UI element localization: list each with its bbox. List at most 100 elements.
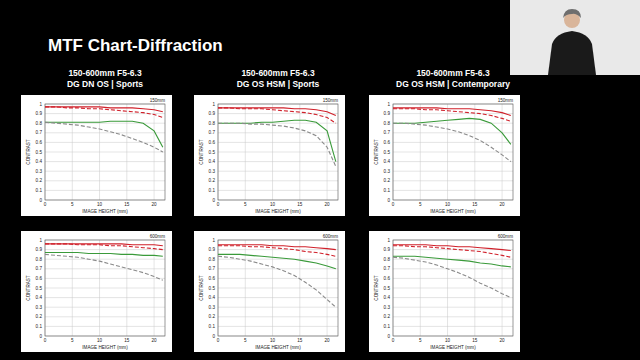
y-tick-label: 0.2 [36, 314, 43, 319]
y-tick-label: 0 [387, 334, 390, 339]
lens-name: 150-600mm F5-6.3 [68, 68, 142, 78]
grid-line [393, 316, 513, 317]
grid-line [393, 142, 513, 143]
grid-line [45, 259, 165, 260]
grid-line [218, 171, 338, 172]
y-tick-label: 0.9 [384, 111, 391, 116]
series-group [218, 245, 336, 307]
y-tick-label: 0.3 [36, 169, 43, 174]
y-tick-label: 0.4 [36, 295, 43, 300]
y-tick-label: 0.3 [384, 169, 391, 174]
grid-line [393, 152, 513, 153]
grid-line [218, 326, 338, 327]
y-axis-label: CONTRAST [374, 139, 379, 164]
y-tick-label: 0.6 [209, 276, 216, 281]
x-tick-label: 20 [500, 338, 506, 343]
x-tick-label: 10 [97, 338, 103, 343]
y-tick-label: 0.2 [36, 178, 43, 183]
grid-line [327, 104, 328, 200]
plot-frame [45, 240, 165, 336]
mtf-line [45, 244, 163, 246]
grid-line [393, 268, 513, 269]
grid-line [45, 297, 165, 298]
grid-line [272, 240, 273, 336]
grid-line [45, 307, 165, 308]
grid-line [299, 240, 300, 336]
grid-line [45, 278, 165, 279]
grid-line [154, 240, 155, 336]
y-tick-label: 0.6 [36, 140, 43, 145]
grid-line [393, 307, 513, 308]
grid-line [393, 288, 513, 289]
grid-line [420, 240, 421, 336]
chart-panel [21, 231, 172, 352]
plot-frame [218, 240, 338, 336]
grid-line [218, 152, 338, 153]
focal-length-label: 150mm [323, 98, 338, 103]
x-tick-label: 0 [392, 202, 395, 207]
lens-name: 150-600mm F5-6.3 [416, 68, 490, 78]
y-tick-label: 0.8 [209, 121, 216, 126]
mtf-line [393, 123, 511, 161]
y-tick-label: 0.2 [384, 178, 391, 183]
mtf-line [393, 257, 511, 297]
grid-line [45, 190, 165, 191]
x-tick-label: 15 [124, 202, 130, 207]
grid-line [154, 104, 155, 200]
y-tick-label: 0.9 [209, 247, 216, 252]
focal-length-label: 600mm [323, 234, 338, 239]
mtf-chart: 00.10.20.30.40.50.60.70.80.9105101520IMA… [194, 95, 345, 216]
x-tick-label: 20 [325, 338, 331, 343]
grid-line [393, 278, 513, 279]
slide: MTF Chart-Diffraction00.10.20.30.40.50.6… [0, 0, 640, 360]
y-tick-label: 0.4 [209, 159, 216, 164]
mtf-line [45, 107, 163, 112]
series-group [218, 108, 336, 167]
y-tick-label: 0.3 [384, 305, 391, 310]
mtf-line [45, 244, 163, 250]
grid-line [272, 104, 273, 200]
y-tick-label: 0.3 [209, 305, 216, 310]
x-tick-label: 20 [152, 338, 158, 343]
mtf-line [393, 108, 511, 116]
chart-panel [194, 95, 345, 216]
y-tick-label: 0.4 [36, 159, 43, 164]
grid-line [474, 240, 475, 336]
chart-panel [194, 231, 345, 352]
x-tick-label: 5 [71, 202, 74, 207]
grid-line [393, 171, 513, 172]
grid-line [393, 297, 513, 298]
mtf-line [218, 123, 336, 166]
grid-line [393, 161, 513, 162]
y-axis-label: CONTRAST [199, 139, 204, 164]
y-tick-label: 0.5 [384, 150, 391, 155]
video-frame [510, 0, 640, 75]
x-tick-label: 15 [297, 202, 303, 207]
grid-line [218, 190, 338, 191]
x-tick-label: 10 [97, 202, 103, 207]
grid-line [45, 326, 165, 327]
grid-line [447, 104, 448, 200]
y-tick-label: 0.4 [384, 295, 391, 300]
y-tick-label: 0.5 [384, 286, 391, 291]
plot-frame [393, 104, 513, 200]
y-tick-label: 0.2 [209, 314, 216, 319]
y-tick-label: 0.9 [384, 247, 391, 252]
y-axis-label: CONTRAST [374, 275, 379, 300]
grid-line [218, 297, 338, 298]
mtf-chart: 00.10.20.30.40.50.60.70.80.9105101520IMA… [21, 95, 172, 216]
mtf-line [218, 108, 336, 123]
y-tick-label: 0.5 [36, 150, 43, 155]
x-tick-label: 15 [472, 202, 478, 207]
y-tick-label: 0 [212, 334, 215, 339]
grid-line [218, 113, 338, 114]
y-tick-label: 0.3 [209, 169, 216, 174]
grid-line [99, 240, 100, 336]
plot-frame [393, 240, 513, 336]
x-axis-label: IMAGE HEIGHT (mm) [255, 345, 301, 350]
y-tick-label: 0.9 [36, 111, 43, 116]
x-tick-label: 10 [445, 338, 451, 343]
y-tick-label: 0 [387, 198, 390, 203]
x-tick-label: 0 [217, 202, 220, 207]
background [0, 0, 640, 360]
